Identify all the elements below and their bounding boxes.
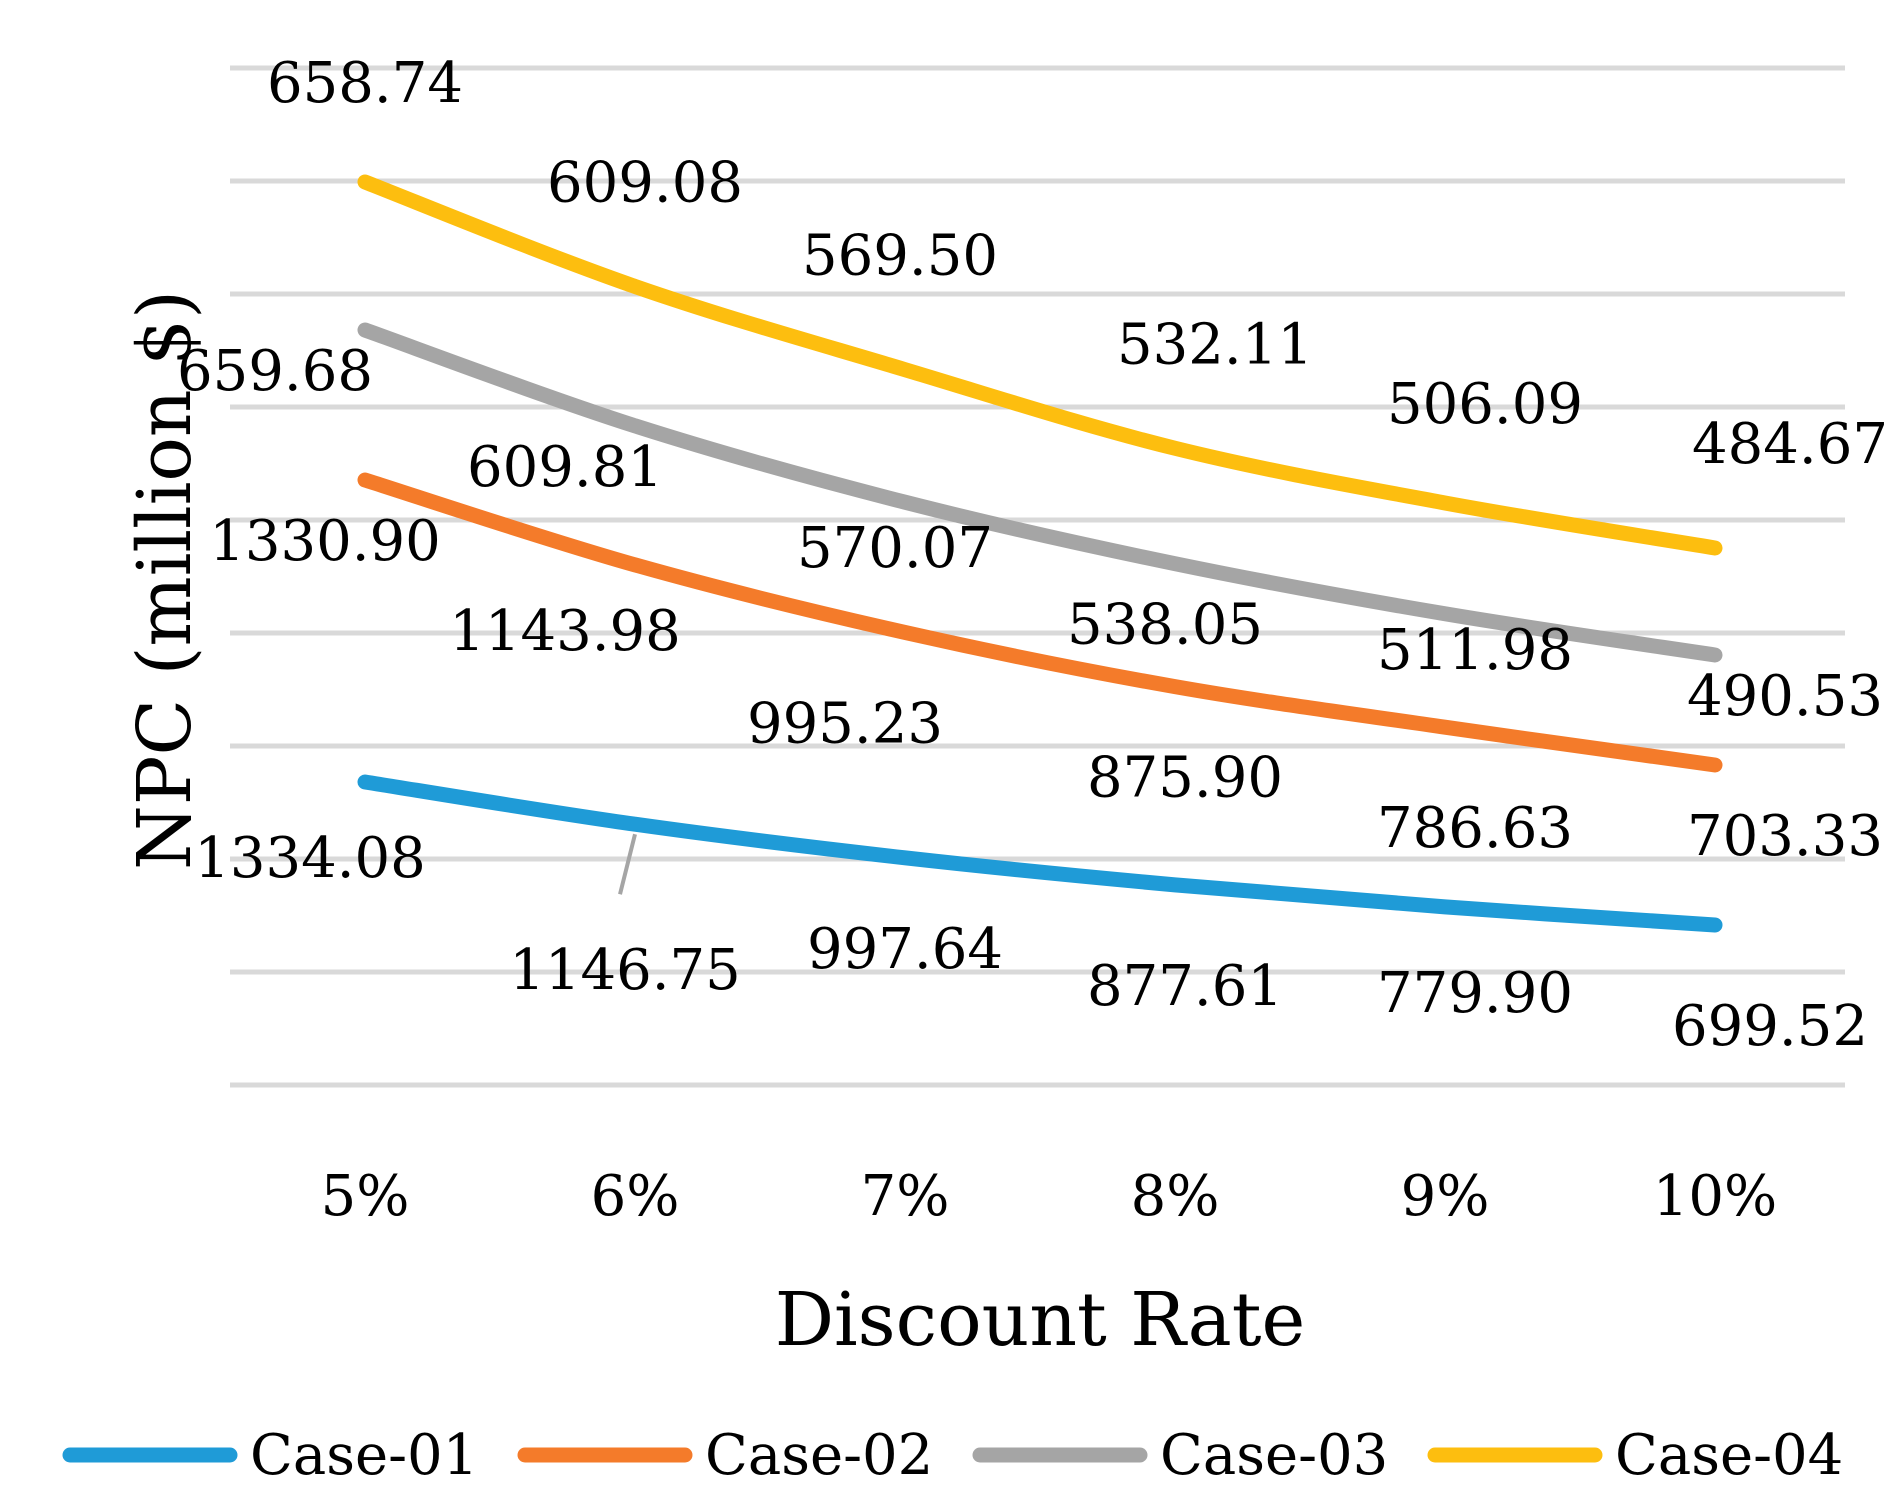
x-tick-label: 9% <box>1401 1164 1490 1229</box>
legend-label: Case-04 <box>1615 1423 1843 1488</box>
series-line-case-03 <box>357 322 1723 663</box>
legend-item-case-02: Case-02 <box>517 1423 933 1488</box>
y-axis-title: NPC (million $) <box>122 290 208 870</box>
series-line-case-01 <box>357 774 1723 933</box>
series-lines <box>357 174 1723 933</box>
legend-label: Case-03 <box>1160 1423 1388 1488</box>
data-label-case-01: 997.64 <box>807 917 1003 982</box>
legend-label: Case-01 <box>250 1423 478 1488</box>
data-label-case-02: 1330.90 <box>209 509 441 574</box>
data-label-case-02: 1143.98 <box>449 599 681 664</box>
x-tick-label: 7% <box>861 1164 950 1229</box>
data-label-case-03: 538.05 <box>1067 593 1263 658</box>
leader-lines <box>618 833 637 895</box>
x-axis-ticks: 5% 6% 7% 8% 9% 10% <box>321 1164 1778 1229</box>
data-label-case-02: 703.33 <box>1687 804 1883 869</box>
data-label-case-02: 786.63 <box>1377 796 1573 861</box>
gridlines <box>230 65 1845 1088</box>
data-label-case-04: 484.67 <box>1692 412 1888 477</box>
series-line-case-02 <box>357 472 1723 773</box>
data-label-case-01: 877.61 <box>1087 954 1283 1019</box>
data-label-case-03: 490.53 <box>1687 664 1883 729</box>
legend-label: Case-02 <box>705 1423 933 1488</box>
data-label-case-03: 511.98 <box>1377 618 1573 683</box>
data-label-case-04: 532.11 <box>1117 312 1313 377</box>
data-label-case-03: 659.68 <box>177 339 373 404</box>
data-label-case-01: 1146.75 <box>509 938 741 1003</box>
x-tick-label: 8% <box>1131 1164 1220 1229</box>
data-label-case-04: 658.74 <box>267 51 463 116</box>
legend-item-case-04: Case-04 <box>1427 1423 1843 1488</box>
data-label-case-03: 609.81 <box>467 435 663 500</box>
x-tick-label: 10% <box>1653 1164 1777 1229</box>
legend-item-case-03: Case-03 <box>972 1423 1388 1488</box>
label-leader-line <box>618 833 637 895</box>
data-label-case-02: 875.90 <box>1087 746 1283 811</box>
data-label-case-04: 506.09 <box>1387 372 1583 437</box>
legend: Case-01 Case-02 Case-03 Case-04 <box>62 1423 1843 1488</box>
series-line-case-04 <box>357 174 1723 556</box>
data-label-case-04: 569.50 <box>802 224 998 289</box>
x-tick-label: 5% <box>321 1164 410 1229</box>
data-label-case-03: 570.07 <box>797 516 993 581</box>
x-axis-title: Discount Rate <box>775 1277 1306 1363</box>
data-label-case-01: 699.52 <box>1672 994 1868 1059</box>
data-label-case-04: 609.08 <box>547 150 743 215</box>
data-label-case-01: 779.90 <box>1377 961 1573 1026</box>
data-label-case-01: 1334.08 <box>194 826 426 891</box>
legend-item-case-01: Case-01 <box>62 1423 478 1488</box>
data-label-case-02: 995.23 <box>747 691 943 756</box>
x-tick-label: 6% <box>591 1164 680 1229</box>
data-labels: 1334.08 1146.75 997.64 877.61 779.90 699.52 13… <box>177 51 1888 1059</box>
